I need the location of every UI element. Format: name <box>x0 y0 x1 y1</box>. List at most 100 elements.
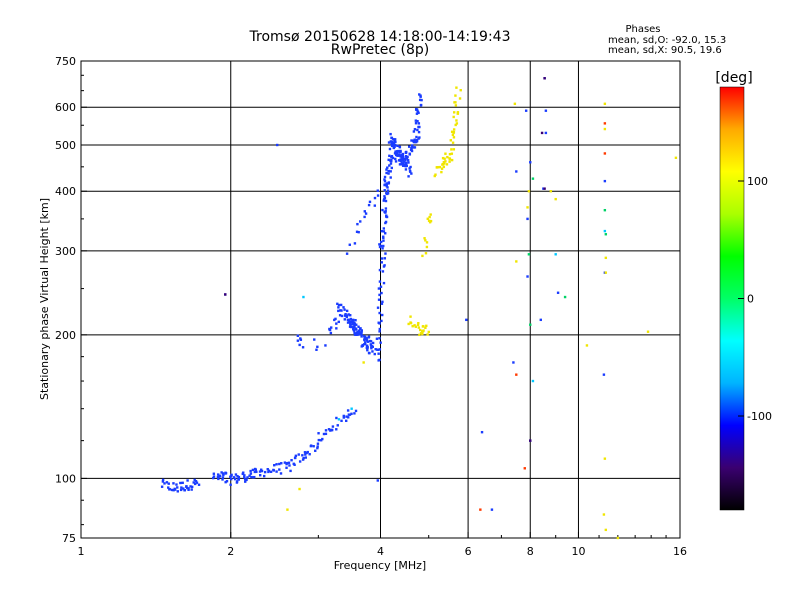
data-point <box>387 172 390 175</box>
data-point <box>433 174 436 178</box>
data-point <box>336 302 339 306</box>
data-point <box>352 329 356 332</box>
data-point <box>375 348 379 351</box>
data-point <box>646 330 650 333</box>
data-point <box>262 474 266 478</box>
data-point <box>371 345 374 348</box>
data-point <box>273 464 276 467</box>
data-point <box>242 471 245 474</box>
data-point <box>387 141 391 144</box>
y-tick-label: 600 <box>55 101 76 114</box>
data-point <box>452 148 456 151</box>
data-point <box>339 303 343 307</box>
data-point <box>420 98 423 102</box>
data-point <box>515 260 518 263</box>
data-point <box>224 480 227 484</box>
data-point <box>398 145 402 149</box>
chart-subtitle: RwPretec (8p) <box>331 42 429 58</box>
data-point <box>440 170 443 174</box>
data-point <box>340 314 344 318</box>
data-point <box>413 138 416 141</box>
data-point <box>404 154 408 158</box>
data-point <box>373 204 377 207</box>
data-point <box>428 215 431 219</box>
data-point <box>412 139 415 142</box>
data-point <box>298 487 301 491</box>
data-point <box>222 473 225 477</box>
data-point <box>405 164 408 167</box>
data-point <box>554 253 557 256</box>
data-point <box>237 478 240 481</box>
data-point <box>313 338 316 341</box>
data-point <box>349 317 352 321</box>
data-point <box>380 261 383 264</box>
data-point <box>335 327 338 330</box>
data-point <box>603 122 607 125</box>
data-point <box>329 331 333 335</box>
data-point <box>303 451 307 454</box>
data-point <box>544 109 548 112</box>
data-point <box>419 95 422 98</box>
data-point <box>603 229 607 233</box>
data-point <box>248 474 251 477</box>
y-axis-label: Stationary phase Virtual Height [km] <box>38 198 51 400</box>
data-point <box>172 482 175 485</box>
data-point <box>382 230 386 233</box>
data-point <box>411 145 414 148</box>
data-point <box>367 203 371 207</box>
data-point <box>186 479 189 482</box>
data-point <box>328 328 332 331</box>
data-point <box>304 456 307 459</box>
data-point <box>371 341 375 345</box>
data-point <box>309 444 313 447</box>
data-point <box>286 508 289 511</box>
data-point <box>253 470 257 474</box>
data-point <box>272 468 275 472</box>
data-point <box>427 219 431 222</box>
data-point <box>434 173 437 176</box>
data-point <box>384 252 387 255</box>
data-point <box>280 462 283 465</box>
data-point <box>167 482 170 485</box>
data-point <box>452 130 456 134</box>
data-point <box>378 337 381 340</box>
data-point <box>383 195 386 198</box>
data-point <box>426 333 429 336</box>
data-point <box>454 104 458 107</box>
data-point <box>526 217 529 221</box>
data-point <box>456 112 460 115</box>
data-point <box>337 306 340 309</box>
data-point <box>390 141 393 144</box>
colorbar-tick-label: -100 <box>747 410 772 423</box>
data-point <box>378 293 381 297</box>
data-point <box>379 285 383 288</box>
data-point <box>352 322 355 326</box>
data-point <box>224 472 228 475</box>
data-point <box>438 165 442 169</box>
data-point <box>243 475 246 479</box>
data-point <box>401 164 405 167</box>
data-point <box>441 162 445 166</box>
data-point <box>396 154 399 157</box>
data-point <box>417 130 421 134</box>
data-point <box>429 213 432 216</box>
data-point <box>330 326 333 329</box>
data-point <box>373 196 377 200</box>
data-point <box>385 182 389 185</box>
data-point <box>359 220 362 223</box>
data-point <box>360 333 363 337</box>
data-point <box>390 159 393 163</box>
data-point <box>604 528 608 532</box>
data-point <box>454 94 457 97</box>
data-point <box>378 311 381 315</box>
data-point <box>394 150 397 153</box>
x-tick-label: 8 <box>527 545 534 558</box>
data-point <box>523 467 526 470</box>
data-point <box>529 439 532 442</box>
data-point <box>327 428 331 431</box>
data-point <box>448 157 451 160</box>
data-point <box>386 192 390 195</box>
data-point <box>350 412 353 416</box>
data-point <box>379 341 382 344</box>
data-point <box>363 335 366 338</box>
